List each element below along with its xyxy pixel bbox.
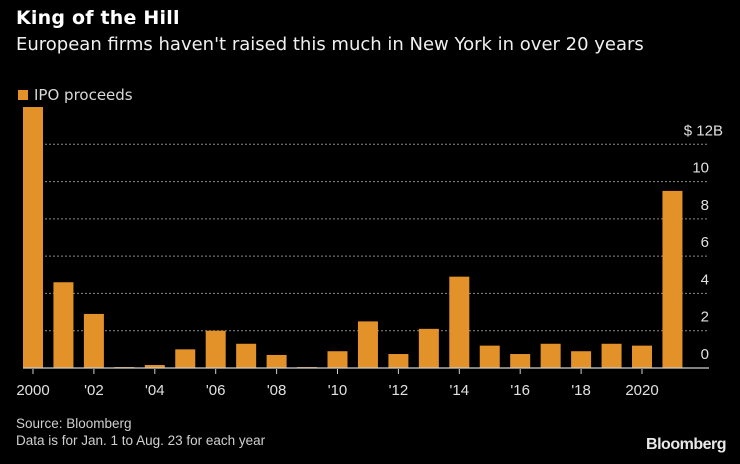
chart-subtitle: European firms haven't raised this much … xyxy=(16,34,644,55)
y-tick-label: 8 xyxy=(701,197,709,214)
bar-2019 xyxy=(601,343,622,368)
x-tick-label: '12 xyxy=(389,382,409,399)
bar-2013 xyxy=(418,328,439,368)
bar-2007 xyxy=(236,343,257,368)
source-note: Source: Bloomberg xyxy=(16,416,132,431)
bar-2018 xyxy=(571,351,592,368)
bar-2011 xyxy=(357,321,378,368)
legend: IPO proceeds xyxy=(18,86,133,104)
bar-2005 xyxy=(175,349,196,368)
data-note: Data is for Jan. 1 to Aug. 23 for each y… xyxy=(16,433,266,448)
bloomberg-logo: Bloomberg xyxy=(646,436,726,453)
bar-2015 xyxy=(479,345,500,368)
x-tick-label: '10 xyxy=(328,382,348,399)
x-tick-label: '02 xyxy=(84,382,104,399)
y-tick-label: 4 xyxy=(701,271,709,288)
bar-2008 xyxy=(266,354,287,368)
bar-2000 xyxy=(23,107,43,369)
bar-2017 xyxy=(540,343,561,368)
bar-2001 xyxy=(53,282,74,368)
y-tick-label: 6 xyxy=(701,234,709,251)
bar-2021 xyxy=(662,190,683,368)
bar-2010 xyxy=(327,351,348,368)
x-tick-label: '18 xyxy=(571,382,591,399)
x-tick-label: 2020 xyxy=(625,382,658,399)
bar-2002 xyxy=(83,313,104,368)
chart-title: King of the Hill xyxy=(16,7,180,29)
x-tick-label: '14 xyxy=(450,382,470,399)
y-tick-label: 2 xyxy=(701,309,709,326)
legend-label: IPO proceeds xyxy=(34,86,133,104)
y-tick-label: 10 xyxy=(692,160,709,177)
legend-swatch xyxy=(18,90,28,100)
x-tick-label: '06 xyxy=(206,382,226,399)
bar-2012 xyxy=(388,354,409,368)
x-tick-label: 2000 xyxy=(16,382,49,399)
bar-2006 xyxy=(205,330,226,368)
x-tick-label: '08 xyxy=(267,382,287,399)
bar-2004 xyxy=(144,365,165,368)
x-tick-label: '16 xyxy=(510,382,530,399)
bar-2014 xyxy=(449,276,470,368)
x-tick-label: '04 xyxy=(145,382,165,399)
bar-2016 xyxy=(510,354,531,368)
y-tick-label: $ 12B xyxy=(684,122,723,139)
bar-2020 xyxy=(632,345,652,368)
y-tick-label: 0 xyxy=(701,346,709,363)
